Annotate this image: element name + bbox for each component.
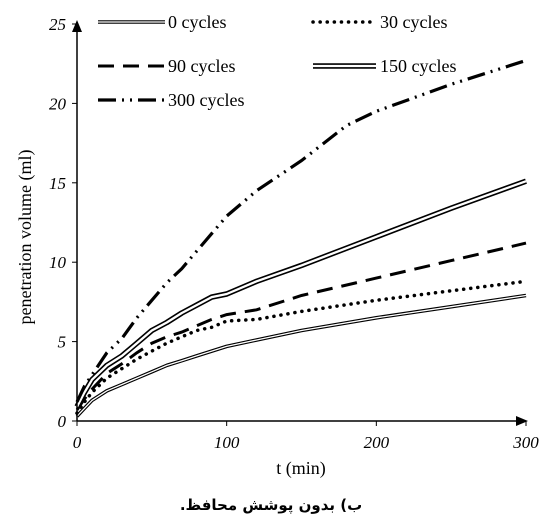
legend-item: 30 cycles xyxy=(311,12,447,32)
figure-caption: ب) بدون پوشش محافظ. xyxy=(179,496,363,514)
axes: 0 100 200 300 0 5 10 15 20 25 t (min) penetration v… xyxy=(15,15,539,479)
x-tick-label: 200 xyxy=(364,433,390,452)
y-tick-label: 10 xyxy=(49,253,67,272)
series-line-inner xyxy=(75,180,527,408)
legend-label: 30 cycles xyxy=(380,12,447,32)
legend-label: 90 cycles xyxy=(168,56,235,76)
legend-label: 0 cycles xyxy=(168,12,226,32)
x-axis-title: t (min) xyxy=(276,458,326,479)
series-line-outer xyxy=(75,293,527,418)
series-line-outer xyxy=(74,178,527,408)
penetration-volume-chart: 0 100 200 300 0 5 10 15 20 25 t (min) penetration v… xyxy=(15,12,539,479)
series-300-cycles xyxy=(75,58,527,403)
x-tick-label: 300 xyxy=(512,433,539,452)
series-150-cycles xyxy=(74,178,527,408)
y-tick-label: 0 xyxy=(58,412,67,431)
y-tick-label: 15 xyxy=(49,174,66,193)
legend-label: 150 cycles xyxy=(380,56,456,76)
legend-label: 300 cycles xyxy=(168,90,244,110)
y-axis-title: penetration volume (ml) xyxy=(15,150,36,325)
series-90-cycles xyxy=(75,241,527,411)
x-axis-arrow xyxy=(516,416,528,426)
series-line xyxy=(75,279,528,415)
y-tick-label: 20 xyxy=(49,94,67,113)
plot-area xyxy=(74,58,528,418)
legend-item: 90 cycles xyxy=(98,56,235,76)
y-tick-label: 5 xyxy=(58,333,67,352)
y-axis-arrow xyxy=(72,20,82,32)
x-tick-label: 100 xyxy=(214,433,240,452)
legend-item: 150 cycles xyxy=(313,56,456,76)
series-30-cycles xyxy=(75,279,528,415)
series-line-inner xyxy=(76,294,527,417)
y-tick-label: 25 xyxy=(49,15,66,34)
x-tick-label: 0 xyxy=(73,433,82,452)
series-line xyxy=(75,58,527,403)
series-0-cycles xyxy=(75,293,527,418)
legend-item: 0 cycles xyxy=(98,12,226,32)
legend: 0 cycles 30 cycles 90 cycles 150 cycles 300 … xyxy=(98,12,456,110)
series-line xyxy=(75,241,527,411)
legend-item: 300 cycles xyxy=(98,90,244,110)
